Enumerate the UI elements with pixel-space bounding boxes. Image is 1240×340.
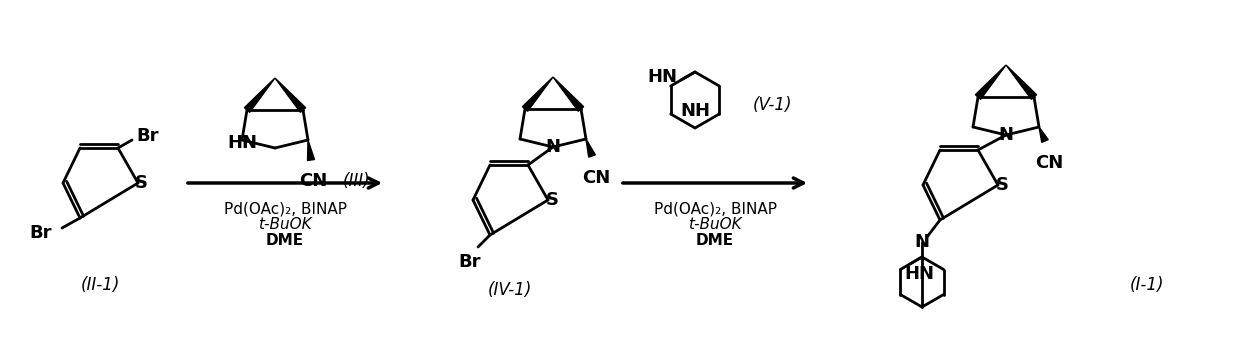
Text: (V-1): (V-1) xyxy=(753,96,792,114)
Text: (II-1): (II-1) xyxy=(81,276,120,294)
Text: S: S xyxy=(996,176,1008,194)
Polygon shape xyxy=(522,77,553,111)
Text: S: S xyxy=(546,191,558,209)
Text: S: S xyxy=(134,174,148,192)
Text: Pd(OAc)₂, BINAP: Pd(OAc)₂, BINAP xyxy=(653,201,776,216)
Text: HN: HN xyxy=(227,134,257,152)
Polygon shape xyxy=(1039,127,1048,142)
Text: (I-1): (I-1) xyxy=(1130,276,1164,294)
Text: Br: Br xyxy=(136,127,159,145)
Polygon shape xyxy=(553,77,584,111)
Text: Br: Br xyxy=(459,253,481,271)
Text: Br: Br xyxy=(30,224,52,242)
Text: t-BuOK: t-BuOK xyxy=(258,217,311,232)
Polygon shape xyxy=(587,139,595,157)
Text: t-BuOK: t-BuOK xyxy=(688,217,742,232)
Polygon shape xyxy=(976,65,1006,99)
Polygon shape xyxy=(244,78,275,112)
Text: Pd(OAc)₂, BINAP: Pd(OAc)₂, BINAP xyxy=(223,201,346,216)
Text: HN: HN xyxy=(904,265,934,283)
Text: DME: DME xyxy=(265,233,304,248)
Polygon shape xyxy=(308,140,315,160)
Text: N: N xyxy=(546,138,560,156)
Polygon shape xyxy=(275,78,305,112)
Text: NH: NH xyxy=(680,102,711,120)
Text: (III): (III) xyxy=(343,172,371,190)
Text: (IV-1): (IV-1) xyxy=(487,281,532,299)
Text: CN: CN xyxy=(582,169,610,187)
Text: CN: CN xyxy=(299,172,327,190)
Text: HN: HN xyxy=(647,68,677,86)
Text: DME: DME xyxy=(696,233,734,248)
Text: CN: CN xyxy=(1035,154,1063,172)
Polygon shape xyxy=(1006,65,1037,99)
Text: N: N xyxy=(915,233,930,251)
Text: N: N xyxy=(998,126,1013,144)
